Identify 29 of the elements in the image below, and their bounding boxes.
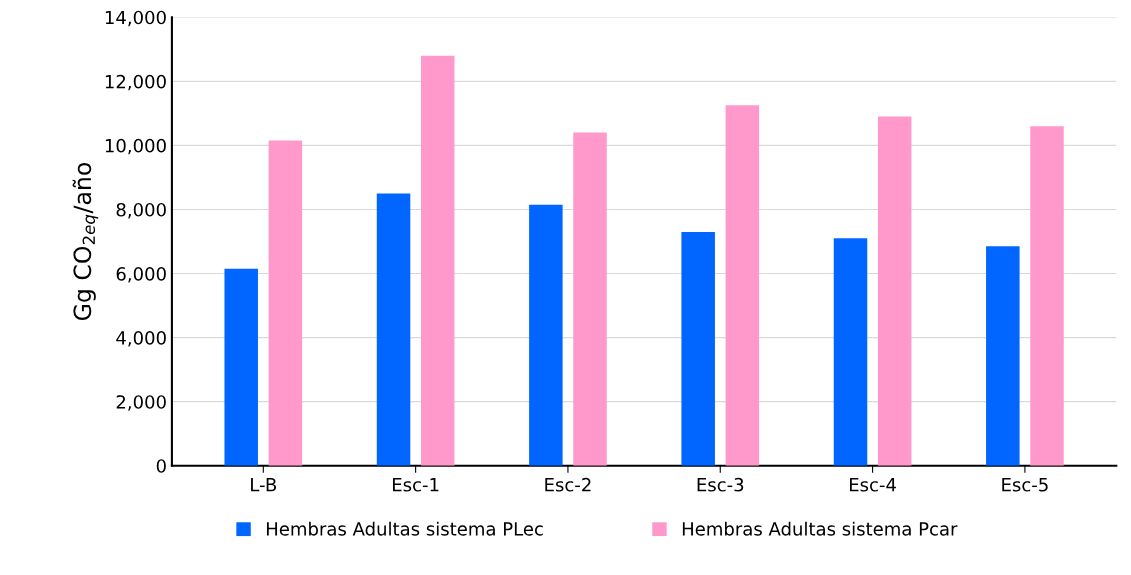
y-tick-label: 10,000 [105,138,166,155]
y-axis-title: Gg CO$_{2eq}$/año [72,162,99,321]
x-tick-label: Esc-2 [545,477,591,492]
x-tick-label: Esc-5 [1002,478,1048,492]
x-tick-label: Esc-3 [697,477,744,492]
bar [877,116,912,466]
x-tick-label: Esc-4 [849,478,896,492]
y-tick-label: 14,000 [105,10,166,27]
y-tick-label: 12,000 [105,74,166,91]
bar [420,55,455,466]
legend-label: Hembras Adultas sistema Pcar [682,521,958,536]
y-tick-label: 6,000 [116,266,166,283]
bar [681,231,715,466]
bar [986,246,1020,466]
bar [725,105,760,466]
y-tick-label: 4,000 [116,331,166,347]
x-tick-label: L-B [251,478,277,492]
bar [376,193,411,466]
y-tick-label: 2,000 [116,395,166,411]
y-tick-label: 0 [156,459,166,473]
bar [833,238,868,466]
bar [268,140,303,466]
bar [573,132,607,466]
x-tick-label: Esc-1 [393,478,439,492]
bar [1030,126,1064,466]
bar [529,204,563,466]
bar [224,268,258,466]
legend-label: Hembras Adultas sistema PLec [266,521,543,536]
y-tick-label: 8,000 [116,202,166,219]
